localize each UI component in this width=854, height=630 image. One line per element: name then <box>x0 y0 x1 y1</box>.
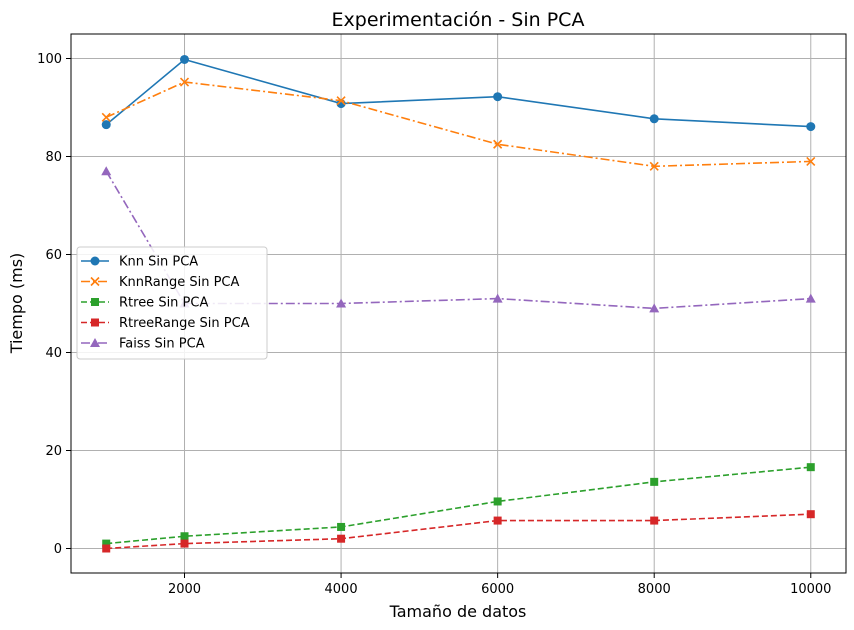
y-axis-title: Tiempo (ms) <box>7 253 26 355</box>
data-point <box>101 112 111 122</box>
x-tick-label: 6000 <box>481 582 514 597</box>
data-point <box>806 510 815 519</box>
data-point <box>336 298 347 308</box>
data-point <box>650 516 659 525</box>
data-point <box>649 114 659 124</box>
legend-label: KnnRange Sin PCA <box>119 275 239 290</box>
data-point <box>102 544 111 553</box>
legend-item: Knn Sin PCA <box>81 255 198 270</box>
x-tick-label: 2000 <box>168 582 201 597</box>
data-point <box>180 532 189 541</box>
legend-label: Knn Sin PCA <box>119 255 198 270</box>
series-knnrange-sin-pca <box>101 77 816 171</box>
data-point <box>101 120 111 130</box>
legend-marker <box>90 256 100 266</box>
data-point <box>336 96 346 106</box>
y-axis: 0 20 40 60 80 100 <box>37 52 71 557</box>
data-point <box>337 522 346 531</box>
grid <box>71 34 846 573</box>
plot-frame <box>70 33 847 574</box>
data-point <box>180 539 189 548</box>
y-tick-label: 60 <box>45 248 62 263</box>
legend-marker <box>90 276 100 287</box>
legend-label: RtreeRange Sin PCA <box>119 316 250 331</box>
data-point <box>102 539 111 548</box>
data-point <box>101 166 112 176</box>
x-tick-label: 10000 <box>790 582 831 597</box>
y-tick-label: 0 <box>54 542 62 557</box>
legend-marker <box>91 318 99 327</box>
data-point <box>649 303 660 313</box>
data-point <box>337 534 346 543</box>
series-knn-sin-pca <box>101 54 816 132</box>
y-tick-label: 100 <box>37 52 62 67</box>
series-rtreerange-sin-pca <box>102 510 815 553</box>
y-tick-label: 40 <box>45 346 62 361</box>
data-point <box>493 139 503 149</box>
legend-marker <box>91 298 99 306</box>
chart-title: Experimentación - Sin PCA <box>332 9 585 31</box>
series-layer <box>101 54 816 553</box>
x-axis: 2000 4000 6000 8000 10000 <box>168 573 831 597</box>
series-rtree-sin-pca <box>102 463 815 548</box>
legend: Knn Sin PCA KnnRange Sin PCA Rtree Sin PCA… <box>76 246 268 360</box>
series-line <box>105 81 811 168</box>
y-tick-label: 20 <box>45 444 62 459</box>
legend-label: Faiss Sin PCA <box>119 337 205 352</box>
data-point <box>493 516 502 525</box>
data-point <box>806 122 816 132</box>
data-point <box>649 161 659 171</box>
legend-item: KnnRange Sin PCA <box>81 275 239 290</box>
series-line <box>106 466 811 545</box>
x-tick-label: 8000 <box>638 582 671 597</box>
data-point <box>806 156 816 166</box>
data-point <box>806 463 815 472</box>
legend-item: Faiss Sin PCA <box>81 337 205 352</box>
data-point <box>493 92 503 102</box>
legend-label: Rtree Sin PCA <box>119 296 208 311</box>
legend-marker <box>90 338 100 347</box>
series-line <box>106 513 811 550</box>
x-tick-label: 4000 <box>325 582 358 597</box>
data-point <box>492 293 503 303</box>
legend-item: Rtree Sin PCA <box>81 296 208 311</box>
data-point <box>650 477 659 486</box>
legend-item: RtreeRange Sin PCA <box>81 316 250 331</box>
data-point <box>180 54 190 64</box>
legend-box <box>76 246 268 360</box>
series-line <box>105 170 811 310</box>
data-point <box>805 293 816 303</box>
x-axis-title: Tamaño de datos <box>389 602 527 621</box>
data-point <box>179 77 190 87</box>
y-tick-label: 80 <box>45 150 62 165</box>
data-point <box>493 497 502 506</box>
series-line <box>105 58 811 128</box>
